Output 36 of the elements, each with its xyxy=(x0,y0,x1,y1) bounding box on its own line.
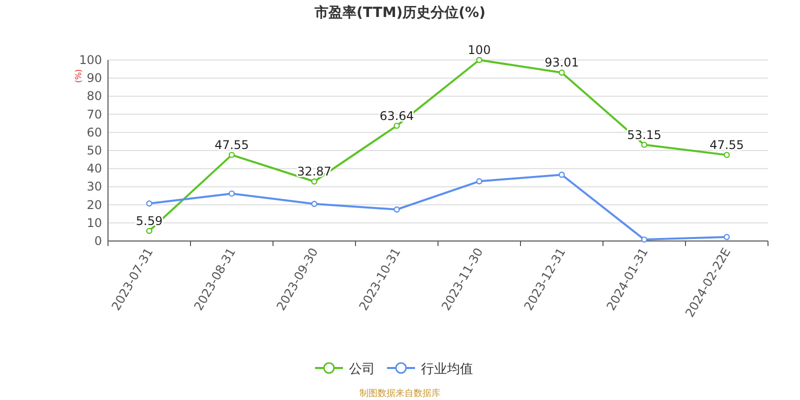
y-tick-label: 60 xyxy=(86,125,102,140)
y-tick-label: 40 xyxy=(86,162,102,176)
text: 制图数据来自数据库 xyxy=(360,388,440,399)
y-tick-label: 50 xyxy=(86,144,102,158)
y-axis-title: (%) xyxy=(74,69,83,83)
point xyxy=(228,152,235,158)
point xyxy=(311,178,318,185)
point xyxy=(146,200,152,207)
point xyxy=(228,190,235,197)
legend-label: 行业均值 xyxy=(421,362,473,377)
point xyxy=(476,178,482,184)
data-label: 93.01 xyxy=(544,56,579,70)
y-tick-label: 20 xyxy=(86,198,102,212)
y-tick-label: 30 xyxy=(86,180,102,194)
data-label: 47.55 xyxy=(710,138,744,152)
point xyxy=(394,206,400,213)
y-tick-label: 0 xyxy=(94,234,102,248)
y-tick-label: 70 xyxy=(86,107,102,122)
point xyxy=(724,234,730,240)
y-tick-label: 80 xyxy=(86,89,102,104)
point xyxy=(394,122,400,129)
legend-label: 公司 xyxy=(349,362,375,377)
point xyxy=(558,70,565,76)
point xyxy=(146,228,152,234)
point xyxy=(558,172,565,178)
chart-title: 市盈率(TTM)历史分位(%) xyxy=(314,4,486,21)
y-tick-label: 90 xyxy=(86,71,102,86)
data-label: 100 xyxy=(468,43,491,57)
y-tick-label: 10 xyxy=(86,216,102,230)
y-tick-label: 100 xyxy=(79,53,102,67)
data-label: 47.55 xyxy=(214,138,249,152)
point xyxy=(724,152,730,158)
point xyxy=(641,236,648,243)
point xyxy=(476,56,482,64)
point xyxy=(311,200,318,207)
point xyxy=(641,142,648,148)
